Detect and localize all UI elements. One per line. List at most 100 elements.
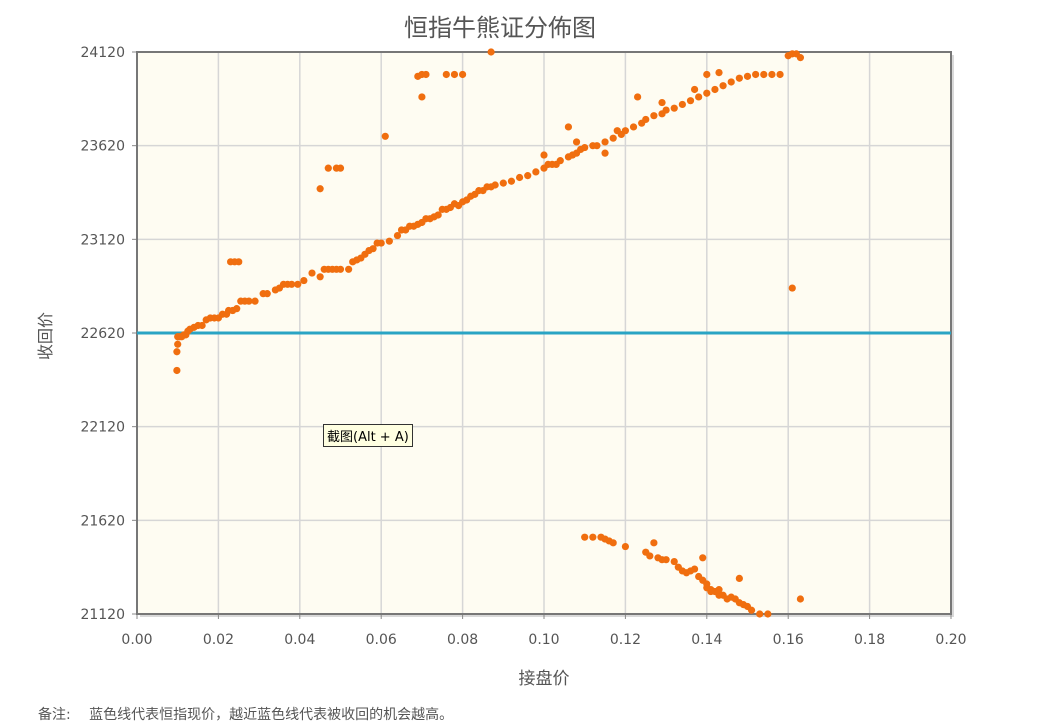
- data-point: [735, 74, 743, 82]
- footnote-label: 备注:: [38, 707, 71, 723]
- data-point: [743, 72, 752, 80]
- data-point: [316, 185, 324, 193]
- data-point: [650, 539, 658, 547]
- data-point: [499, 179, 507, 187]
- data-point: [796, 595, 805, 603]
- footnote-text: 蓝色线代表恒指现价，越近蓝色线代表被收回的机会越高。: [89, 707, 454, 723]
- y-tick-label: 22120: [80, 420, 125, 436]
- data-point: [263, 290, 271, 298]
- data-point: [703, 70, 711, 79]
- data-point: [564, 123, 573, 131]
- data-point: [662, 106, 670, 114]
- data-point: [418, 93, 426, 101]
- data-point: [756, 610, 764, 618]
- data-point: [245, 297, 253, 305]
- data-point: [719, 82, 727, 90]
- footnote: 备注: 蓝色线代表恒指现价，越近蓝色线代表被收回的机会越高。: [38, 704, 453, 724]
- data-point: [601, 149, 609, 157]
- chart-title: 恒指牛熊证分佈图: [404, 14, 596, 42]
- data-point: [381, 132, 389, 140]
- data-point: [507, 177, 516, 185]
- x-tick-label: 0.02: [203, 632, 234, 648]
- data-point: [707, 587, 715, 596]
- data-point: [752, 70, 760, 79]
- data-point: [621, 127, 630, 135]
- data-point: [642, 115, 650, 124]
- data-point: [609, 134, 617, 142]
- data-point: [735, 574, 743, 583]
- data-point: [690, 565, 699, 573]
- data-point: [662, 556, 670, 564]
- data-point: [776, 70, 784, 79]
- x-tick-label: 0.12: [610, 632, 641, 648]
- x-tick-label: 0.20: [935, 632, 966, 648]
- y-tick-label: 21120: [80, 607, 125, 623]
- x-tick-label: 0.14: [691, 632, 722, 648]
- data-point: [650, 112, 658, 120]
- data-point: [609, 539, 617, 547]
- data-point: [377, 239, 385, 247]
- data-point: [788, 284, 796, 292]
- data-point: [690, 85, 699, 94]
- data-point: [764, 610, 772, 618]
- data-point: [393, 231, 402, 240]
- data-point: [581, 143, 589, 152]
- data-point: [658, 98, 666, 107]
- y-tick-label: 23620: [80, 139, 125, 155]
- data-point: [450, 70, 459, 79]
- x-tick-label: 0.10: [528, 632, 559, 648]
- x-tick-label: 0.08: [447, 632, 478, 648]
- data-point: [589, 533, 597, 541]
- data-point: [601, 138, 609, 146]
- y-tick-label: 22620: [80, 326, 125, 342]
- y-axis-label: 收回价: [36, 311, 55, 361]
- data-point: [572, 138, 581, 146]
- data-point: [711, 85, 719, 94]
- data-point: [678, 100, 686, 109]
- data-point: [233, 305, 241, 313]
- y-tick-label: 24120: [80, 45, 125, 61]
- data-point: [646, 552, 654, 560]
- data-point: [173, 348, 181, 356]
- data-point: [235, 258, 243, 266]
- data-point: [442, 70, 450, 79]
- data-point: [316, 273, 324, 281]
- data-point: [198, 321, 206, 330]
- data-point: [369, 245, 377, 253]
- data-point: [345, 265, 353, 273]
- data-point: [324, 164, 332, 172]
- data-point: [715, 586, 723, 594]
- data-point: [515, 173, 524, 182]
- data-point: [581, 533, 589, 541]
- x-tick-label: 0.18: [854, 632, 885, 648]
- data-point: [532, 168, 540, 176]
- data-point: [524, 172, 532, 180]
- data-point: [670, 104, 678, 112]
- data-point: [768, 70, 776, 79]
- data-point: [634, 93, 642, 101]
- data-point: [336, 164, 345, 172]
- x-axis-label: 接盘价: [518, 669, 570, 689]
- x-tick-label: 0.00: [121, 632, 152, 648]
- data-point: [715, 69, 723, 77]
- data-point: [294, 280, 302, 288]
- screenshot-tooltip: 截图(Alt + A): [323, 424, 413, 447]
- data-point: [251, 297, 259, 305]
- data-point: [487, 48, 495, 56]
- y-tick-label: 23120: [80, 232, 125, 248]
- data-point: [686, 97, 695, 105]
- data-point: [540, 151, 548, 159]
- data-point: [621, 542, 630, 551]
- data-point: [699, 554, 707, 562]
- data-point: [288, 280, 296, 288]
- data-point: [593, 142, 601, 150]
- data-point: [747, 606, 756, 614]
- data-point: [174, 340, 182, 348]
- data-point: [385, 237, 393, 245]
- data-point: [695, 93, 703, 101]
- data-point: [173, 366, 181, 375]
- x-tick-label: 0.04: [284, 632, 315, 648]
- data-point: [422, 70, 430, 79]
